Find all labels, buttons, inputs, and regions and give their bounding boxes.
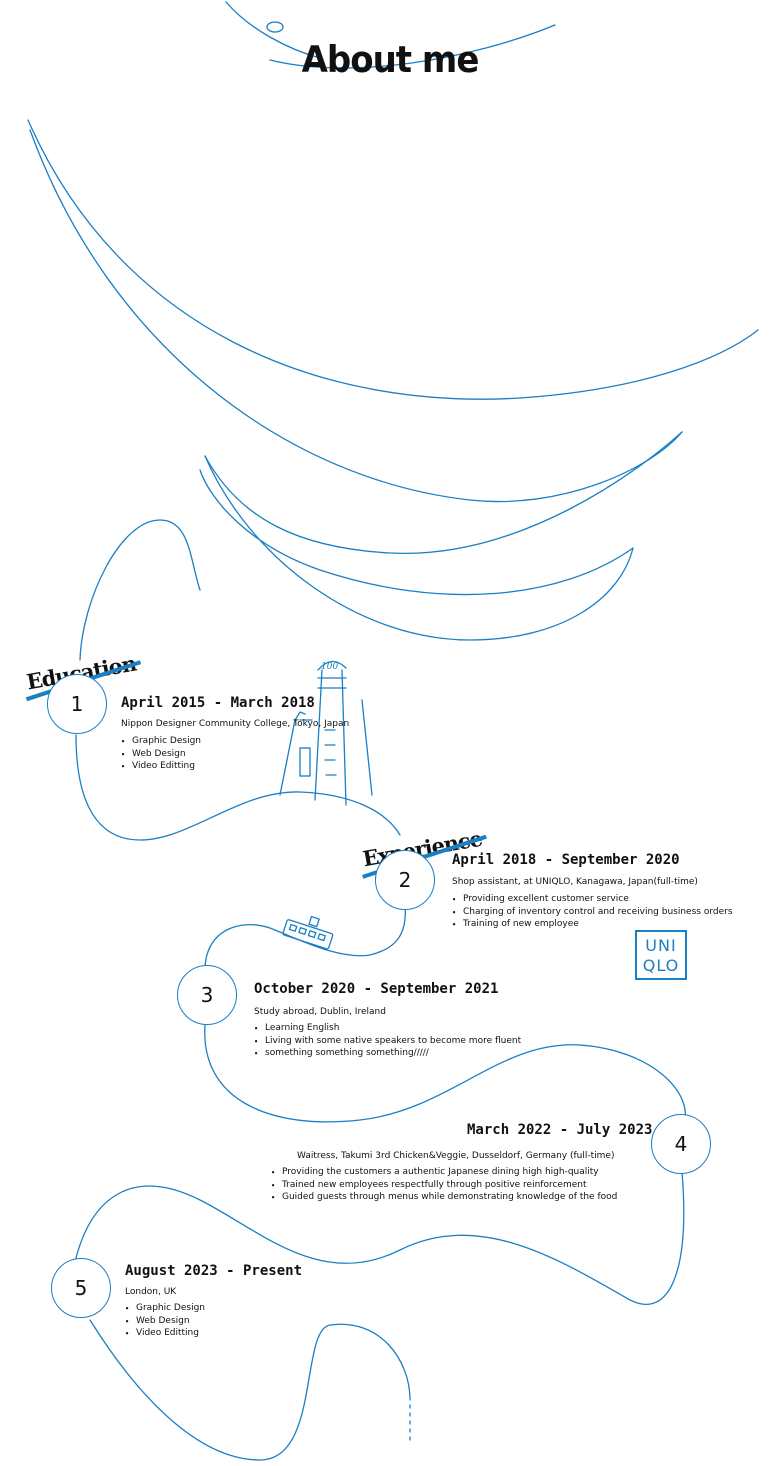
entry-1-bullets: Graphic Design Web Design Video Editting bbox=[121, 735, 201, 773]
list-item: Graphic Design bbox=[121, 735, 201, 748]
entry-1-date: April 2015 - March 2018 bbox=[121, 695, 315, 711]
page-title: About me bbox=[301, 38, 480, 82]
entry-5-date: August 2023 - Present bbox=[125, 1263, 303, 1279]
entry-4-bullets: Providing the customers a authentic Japa… bbox=[271, 1166, 617, 1204]
list-item: Trained new employees respectfully throu… bbox=[271, 1179, 617, 1192]
entry-3-date: October 2020 - September 2021 bbox=[254, 981, 499, 997]
uniqlo-logo: UNI QLO bbox=[635, 930, 687, 980]
entry-5-bullets: Graphic Design Web Design Video Editting bbox=[125, 1302, 205, 1340]
list-item: Web Design bbox=[125, 1315, 205, 1328]
list-item: Video Editting bbox=[121, 760, 201, 773]
list-item: Video Editting bbox=[125, 1327, 205, 1340]
logo-line-1: UNI bbox=[645, 936, 677, 955]
list-item: Learning English bbox=[254, 1022, 521, 1035]
list-item: Graphic Design bbox=[125, 1302, 205, 1315]
list-item: Training of new employee bbox=[452, 918, 733, 931]
step-circle-3: 3 bbox=[177, 965, 237, 1025]
entry-2-place: Shop assistant, at UNIQLO, Kanagawa, Jap… bbox=[452, 877, 698, 887]
entry-3-bullets: Learning English Living with some native… bbox=[254, 1022, 521, 1060]
entry-3-place: Study abroad, Dublin, Ireland bbox=[254, 1007, 386, 1017]
entry-4-place: Waitress, Takumi 3rd Chicken&Veggie, Dus… bbox=[297, 1151, 615, 1161]
entry-4-date: March 2022 - July 2023 bbox=[467, 1122, 653, 1138]
step-circle-2: 2 bbox=[375, 850, 435, 910]
list-item: Providing excellent customer service bbox=[452, 893, 733, 906]
list-item: something something something///// bbox=[254, 1047, 521, 1060]
step-circle-1: 1 bbox=[47, 674, 107, 734]
entry-2-bullets: Providing excellent customer service Cha… bbox=[452, 893, 733, 931]
list-item: Guided guests through menus while demons… bbox=[271, 1191, 617, 1204]
list-item: Living with some native speakers to beco… bbox=[254, 1035, 521, 1048]
list-item: Providing the customers a authentic Japa… bbox=[271, 1166, 617, 1179]
entry-5-place: London, UK bbox=[125, 1287, 177, 1297]
entry-2-date: April 2018 - September 2020 bbox=[452, 852, 680, 868]
step-circle-4: 4 bbox=[651, 1114, 711, 1174]
tower-label: 100 bbox=[321, 662, 338, 672]
entry-1-place: Nippon Designer Community College, Tokyo… bbox=[121, 719, 350, 729]
step-circle-5: 5 bbox=[51, 1258, 111, 1318]
list-item: Charging of inventory control and receiv… bbox=[452, 906, 733, 919]
list-item: Web Design bbox=[121, 748, 201, 761]
logo-line-2: QLO bbox=[642, 956, 680, 975]
